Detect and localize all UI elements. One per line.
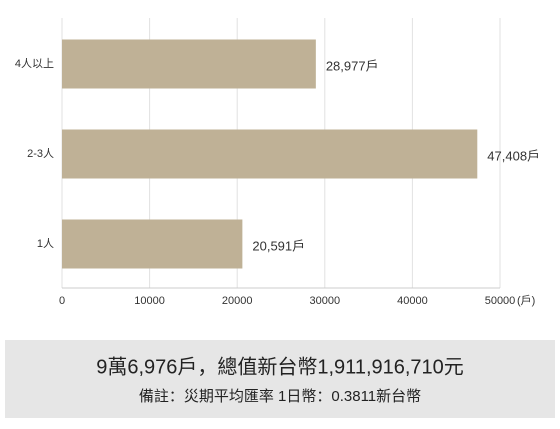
value-label: 20,591戶 bbox=[252, 238, 305, 253]
bar bbox=[62, 129, 478, 179]
x-tick-label: 40000 bbox=[397, 295, 428, 307]
bar bbox=[62, 219, 243, 269]
footer-note: 備註：災期平均匯率 1日幣：0.3811新台幣 bbox=[139, 388, 421, 405]
x-tick-label: 20000 bbox=[222, 295, 253, 307]
y-tick-label: 1人 bbox=[37, 237, 54, 250]
x-tick-label: 30000 bbox=[310, 295, 341, 307]
y-tick-label: 4人以上 bbox=[15, 57, 54, 70]
value-label: 47,408戶 bbox=[487, 148, 540, 163]
bar bbox=[62, 39, 316, 89]
footer-box bbox=[5, 340, 555, 418]
footer-summary: 9萬6,976戶，總值新台幣1,911,916,710元 bbox=[96, 355, 464, 378]
y-tick-label: 2-3人 bbox=[27, 147, 54, 160]
x-tick-label: 0 bbox=[59, 295, 65, 307]
x-tick-label: 50000 bbox=[485, 295, 516, 307]
x-axis-unit: (戶) bbox=[517, 294, 535, 307]
value-label: 28,977戶 bbox=[326, 58, 379, 73]
x-tick-label: 10000 bbox=[134, 295, 165, 307]
